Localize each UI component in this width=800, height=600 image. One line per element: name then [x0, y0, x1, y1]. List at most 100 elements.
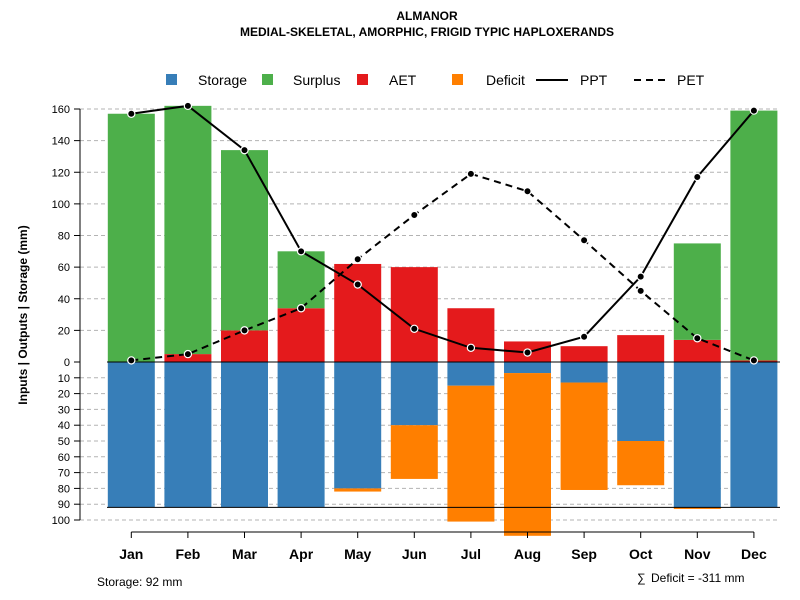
deficit-bar — [617, 441, 665, 486]
y-tick-label: 100 — [52, 515, 70, 527]
pet-point — [466, 169, 476, 179]
ppt-point — [523, 348, 532, 357]
y-tick-label: 100 — [52, 199, 70, 211]
ppt-point — [240, 145, 249, 155]
x-tick-label: Jun — [402, 546, 427, 562]
y-tick-label: 10 — [58, 373, 70, 385]
legend-storage-label: Storage — [198, 72, 247, 88]
aet-bar — [334, 263, 382, 362]
y-tick-label: 140 — [52, 136, 70, 148]
x-tick-label: Feb — [175, 546, 200, 562]
y-tick-label: 80 — [58, 231, 70, 243]
storage-bar — [673, 362, 721, 508]
legend: Storage Surplus AET Deficit PPT PET — [166, 72, 705, 88]
x-tick-label: May — [344, 546, 371, 562]
sum-icon: ∑ — [637, 571, 646, 585]
pet-point — [693, 334, 702, 343]
x-tick-label: Apr — [289, 546, 314, 562]
ppt-point — [296, 247, 306, 256]
x-tick-label: Sep — [571, 546, 597, 562]
legend-pet-label: PET — [677, 72, 705, 88]
y-tick-label: 80 — [58, 483, 70, 495]
ppt-point — [579, 332, 589, 341]
ppt-point — [183, 101, 193, 111]
surplus-bar — [221, 150, 268, 331]
ppt-point — [693, 172, 702, 182]
x-tick-label: Oct — [629, 546, 653, 562]
x-tick-label: Jul — [461, 546, 481, 562]
y-tick-label: 120 — [52, 167, 70, 179]
pet-point — [296, 304, 306, 313]
legend-storage-swatch — [166, 74, 177, 85]
pet-point — [353, 255, 362, 264]
surplus-bar — [730, 110, 778, 361]
x-tick-label: Jan — [119, 546, 143, 562]
legend-aet-label: AET — [389, 72, 417, 88]
legend-deficit-label: Deficit — [486, 72, 525, 88]
y-tick-label: 60 — [58, 452, 70, 464]
surplus-bar — [107, 113, 155, 363]
aet-bar — [221, 330, 268, 362]
pet-point — [240, 326, 249, 335]
deficit-bar — [447, 385, 495, 522]
storage-bar — [730, 362, 778, 508]
aet-bar — [673, 339, 721, 362]
ppt-point — [353, 280, 362, 289]
storage-bar — [277, 362, 325, 508]
aet-bar — [277, 308, 325, 362]
axes-layer: 0 20 40 60 80 100 120 140 160 10 20 30 40 50 60 70 80 90 1… — [52, 104, 780, 562]
y-tick-label: 160 — [52, 104, 70, 116]
y-tick-label: 20 — [58, 389, 70, 401]
ppt-point — [466, 343, 476, 352]
pet-point — [749, 356, 759, 365]
x-tick-label: Aug — [514, 546, 541, 562]
surplus-bar — [673, 243, 721, 340]
legend-deficit-swatch — [452, 74, 463, 85]
storage-bar — [447, 362, 495, 386]
x-tick-label: Dec — [741, 546, 767, 562]
legend-ppt-label: PPT — [580, 72, 608, 88]
aet-bar — [617, 335, 665, 362]
surplus-bar — [164, 105, 212, 355]
storage-bar — [164, 362, 212, 508]
storage-bar — [107, 362, 155, 508]
pet-line — [131, 172, 755, 362]
legend-surplus-label: Surplus — [293, 72, 340, 88]
deficit-total-note: Deficit = -311 mm — [651, 571, 744, 585]
y-tick-label: 30 — [58, 404, 70, 416]
deficit-bar — [390, 425, 438, 479]
y-tick-label: 40 — [58, 294, 70, 306]
deficit-bar — [334, 488, 382, 492]
aet-bar — [390, 267, 438, 362]
x-tick-label: Mar — [232, 546, 257, 562]
pet-point — [523, 187, 532, 196]
storage-bar — [221, 362, 268, 508]
y-tick-label: 50 — [58, 436, 70, 448]
y-tick-label: 20 — [58, 325, 70, 337]
chart-subtitle: MEDIAL-SKELETAL, AMORPHIC, FRIGID TYPIC … — [240, 25, 614, 39]
ppt-point — [636, 272, 645, 281]
pet-point — [183, 349, 193, 359]
bars-layer — [107, 105, 778, 536]
chart-title: ALMANOR — [396, 9, 458, 23]
aet-bar — [560, 346, 608, 362]
deficit-bar — [673, 507, 721, 509]
y-tick-label: 0 — [64, 357, 70, 369]
ppt-point — [749, 106, 759, 115]
pet-point — [410, 210, 419, 220]
legend-surplus-swatch — [262, 74, 273, 85]
deficit-bar — [504, 373, 551, 536]
y-tick-label: 90 — [58, 499, 70, 511]
storage-bar — [617, 362, 665, 441]
ppt-point — [410, 324, 419, 333]
storage-capacity-note: Storage: 92 mm — [97, 575, 182, 589]
storage-bar — [504, 362, 551, 374]
ppt-line — [131, 104, 755, 354]
y-tick-label: 40 — [58, 420, 70, 432]
y-axis-label: Inputs | Outputs | Storage (mm) — [16, 225, 30, 404]
x-tick-label: Nov — [684, 546, 711, 562]
deficit-bar — [560, 382, 608, 490]
pet-point — [127, 356, 136, 365]
